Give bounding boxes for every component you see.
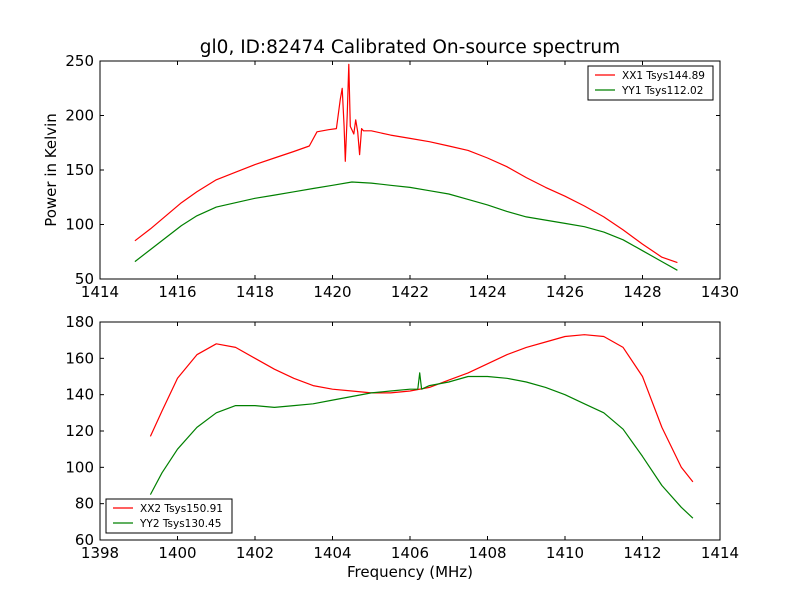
x-tick-label: 1398 xyxy=(81,544,119,562)
x-tick-label: 1428 xyxy=(623,283,661,301)
x-tick-label: 1430 xyxy=(701,283,739,301)
legend-entry: YY2 Tsys130.45 xyxy=(139,518,221,530)
y-tick-label: 100 xyxy=(65,216,94,234)
y-tick-label: 150 xyxy=(65,161,94,179)
x-tick-label: 1406 xyxy=(391,544,429,562)
y-tick-label: 250 xyxy=(65,52,94,70)
y-tick-label: 200 xyxy=(65,107,94,125)
series-line-2-2 xyxy=(149,372,694,519)
y-axis-label: Power in Kelvin xyxy=(42,113,60,227)
legend-entry: XX1 Tsys144.89 xyxy=(622,70,705,82)
legend-entry: YY1 Tsys112.02 xyxy=(621,85,703,97)
x-tick-label: 1404 xyxy=(313,544,351,562)
x-tick-label: 1418 xyxy=(236,283,274,301)
legend: XX2 Tsys150.91 YY2 Tsys130.45 xyxy=(105,498,233,534)
y-tick-label: 100 xyxy=(65,458,94,476)
x-tick-label: 1408 xyxy=(468,544,506,562)
x-tick-label: 1426 xyxy=(546,283,584,301)
y-tick-label: 160 xyxy=(65,349,94,367)
x-tick-label: 1416 xyxy=(158,283,196,301)
x-tick-label: 1410 xyxy=(546,544,584,562)
chart-panel-1: 1414 1416 1418 1420 1422 1424 1426 1428 1430 50 10… xyxy=(42,52,739,301)
legend-box xyxy=(105,498,233,534)
x-axis-label: Frequency (MHz) xyxy=(347,563,473,581)
y-tick-label: 60 xyxy=(75,531,94,549)
legend-box xyxy=(587,65,714,101)
y-tick-label: 120 xyxy=(65,422,94,440)
series-line-2-1 xyxy=(149,334,694,483)
y-tick-label: 80 xyxy=(75,495,94,513)
figure-title: gl0, ID:82474 Calibrated On-source spect… xyxy=(200,37,620,58)
x-tick-label: 1400 xyxy=(158,544,196,562)
chart-panel-2: 1398 1400 1402 1404 1406 1408 1410 1412 1414 60 80… xyxy=(65,313,739,581)
x-tick-label: 1424 xyxy=(468,283,506,301)
series-line-1-2 xyxy=(134,181,678,271)
x-tick-label: 1420 xyxy=(313,283,351,301)
x-tick-label: 1402 xyxy=(236,544,274,562)
series-line-1-1 xyxy=(134,63,678,264)
y-tick-label: 140 xyxy=(65,386,94,404)
x-tick-label: 1412 xyxy=(623,544,661,562)
x-tick-label: 1414 xyxy=(81,283,119,301)
y-tick-label: 180 xyxy=(65,313,94,331)
legend: XX1 Tsys144.89 YY1 Tsys112.02 xyxy=(587,65,714,101)
y-tick-label: 50 xyxy=(75,270,94,288)
x-tick-label: 1422 xyxy=(391,283,429,301)
legend-entry: XX2 Tsys150.91 xyxy=(140,503,223,515)
x-tick-label: 1414 xyxy=(701,544,739,562)
